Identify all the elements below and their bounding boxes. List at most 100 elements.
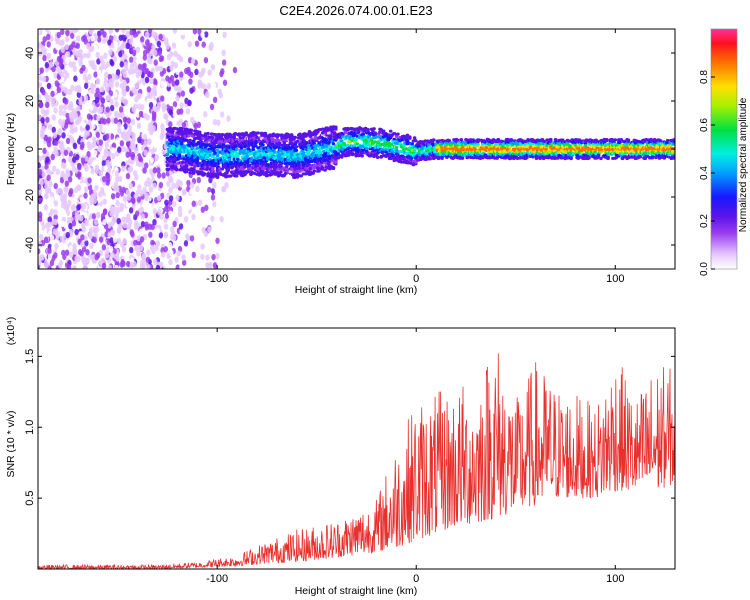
heat-cell [94,254,99,261]
heat-cell [128,38,134,45]
heat-cell [215,153,220,157]
heat-cell [207,226,212,233]
heat-cell [186,204,192,211]
heat-cell [147,138,152,145]
heat-cell [210,194,216,201]
heat-cell [83,94,89,102]
heat-cell [155,264,161,269]
heat-cell [125,135,131,142]
heat-cell [105,61,110,68]
heat-cell [89,104,94,111]
heat-cell [78,150,84,157]
heat-cell [56,55,62,63]
heat-cell [428,157,432,161]
heat-cell [60,220,66,228]
heat-cell [152,49,158,57]
heat-cell [60,170,65,177]
heat-cell [42,147,47,155]
heat-cell [38,224,43,231]
heat-cell [38,183,42,191]
heat-cell [177,153,182,157]
heat-cell [165,43,170,50]
heat-cell [211,82,217,89]
heat-cell [183,216,189,223]
heat-cell [60,162,66,169]
heat-cell [243,165,247,169]
heat-cell [70,182,76,190]
heat-cell [52,228,57,235]
heat-cell [274,161,278,166]
heat-cell [119,140,125,147]
heat-cell [108,245,114,253]
heat-cell [179,265,184,269]
heat-cell [151,37,156,44]
heat-cell [138,155,143,162]
heat-cell [71,203,77,211]
heat-cell [380,151,385,155]
heat-cell [114,81,120,88]
heat-cell [195,185,200,193]
heat-cell [208,261,213,269]
heat-cell [212,96,218,104]
heat-cell [85,249,90,256]
heat-cell [191,213,196,221]
heat-cell [47,221,52,228]
heat-cell [221,142,226,147]
heat-cell [178,210,183,218]
heat-cell [157,209,162,216]
heat-cell [414,139,418,143]
heat-cell [87,144,93,151]
heat-cell [144,162,149,169]
heat-cell [339,139,344,143]
heat-cell [216,119,221,126]
heat-cell [179,71,184,78]
heat-cell [122,98,128,106]
heat-cell [212,200,217,208]
heat-cell [373,140,378,144]
heat-cell [114,175,120,183]
heat-cell [148,101,154,109]
heat-cell [326,152,331,156]
heat-cell [220,68,225,75]
heat-cell [38,136,42,144]
heat-cell [143,67,148,75]
heat-cell [113,41,119,48]
heat-cell [44,261,50,269]
heat-cell [72,29,78,34]
heat-cell [78,74,83,81]
heat-cell [65,237,70,244]
heat-cell [76,91,82,98]
heat-cell [105,203,111,210]
heat-cell [142,54,148,61]
heat-cell [106,167,112,174]
heat-cell [179,228,184,235]
heat-cell [74,214,79,222]
heat-cell [228,43,233,51]
heat-cell [77,171,82,178]
heat-cell [87,73,92,81]
heat-cell [121,145,126,153]
heat-cell [108,78,114,85]
heat-cell [160,80,165,87]
heat-cell [150,148,155,155]
heat-cell [164,199,169,206]
heat-cell [204,31,209,38]
heat-cell [77,86,82,94]
heat-cell [203,111,208,118]
heat-cell [68,245,74,252]
heat-cell [79,130,85,138]
heat-cell [97,153,103,161]
heat-cell [55,168,61,176]
heat-cell [282,140,287,144]
heat-cell [60,121,65,128]
heat-cell [85,124,90,131]
heat-cell [96,211,101,219]
heat-cell [58,39,64,46]
heat-cell [44,61,50,69]
heat-cell [71,41,76,48]
heat-cell [101,262,107,269]
heat-cell [60,29,65,36]
heat-cell [100,97,106,104]
heat-cell [50,173,56,181]
